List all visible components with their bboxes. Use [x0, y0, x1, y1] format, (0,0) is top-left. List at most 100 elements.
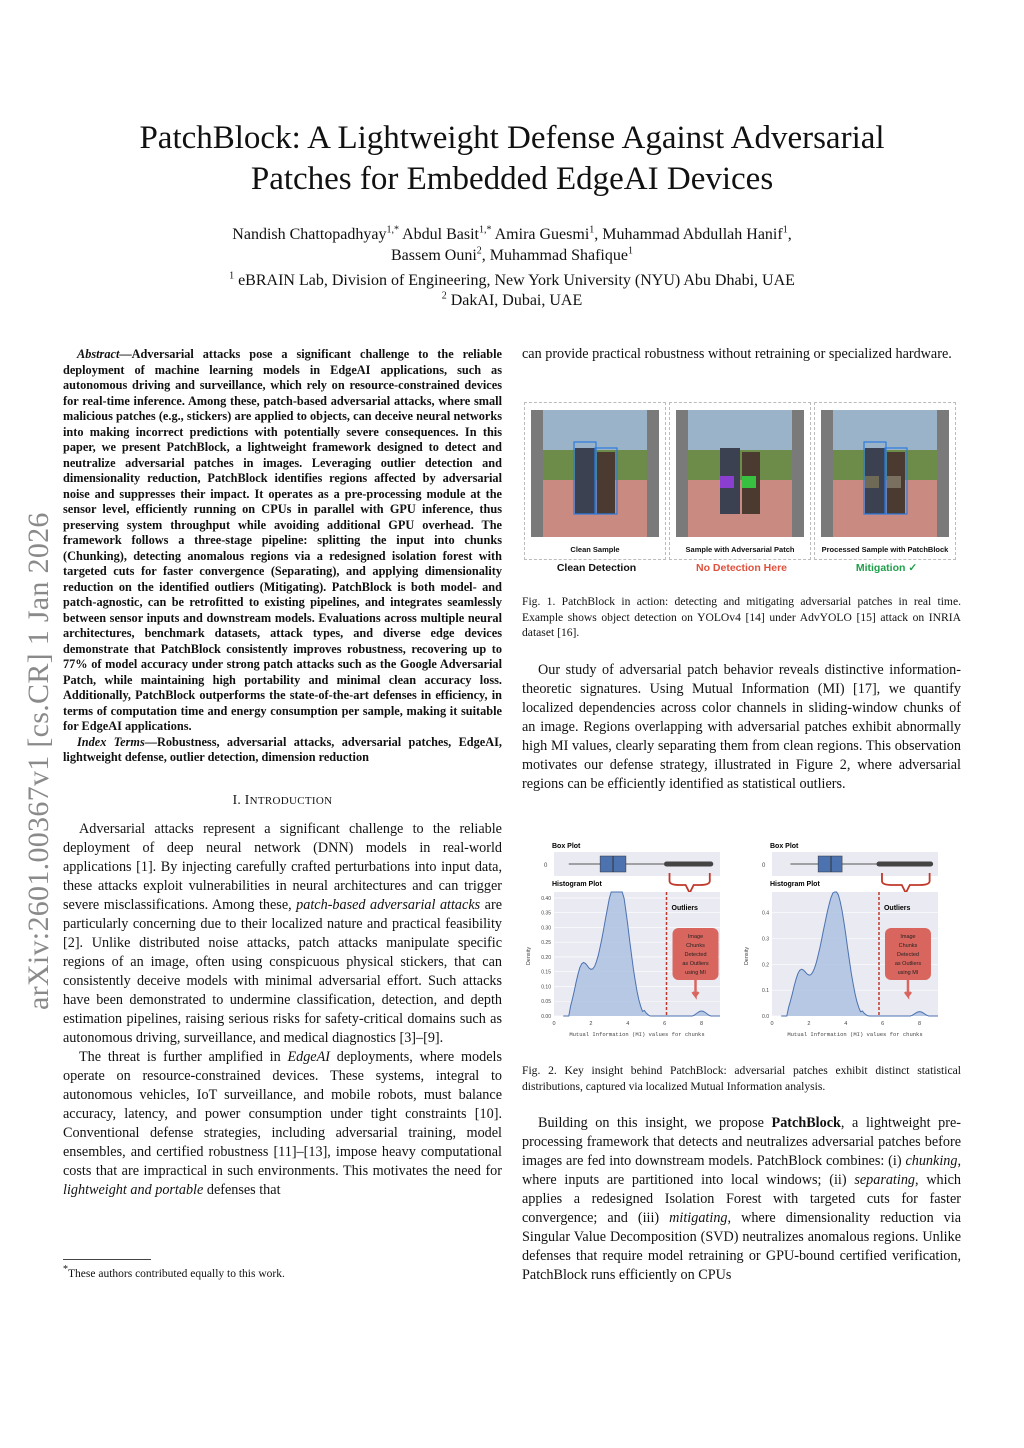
box-iqr — [817, 855, 843, 873]
author: Nandish Chattopadhyay1,* — [232, 224, 399, 243]
author-list: Nandish Chattopadhyay1,* Abdul Basit1,* … — [232, 224, 792, 264]
y-tick-label: 0.1 — [762, 988, 769, 994]
annotation-arrow — [691, 980, 700, 1000]
annotation-text: as Outliers — [682, 961, 709, 967]
paper-title: PatchBlock: A Lightweight Defense Agains… — [0, 118, 1024, 200]
annotation-text: Chunks — [899, 943, 918, 949]
density-curve — [563, 891, 720, 1017]
index-terms: Index Terms—Robustness, adversarial atta… — [63, 734, 502, 765]
text-run: EdgeAI — [287, 1048, 330, 1065]
annotation-text: using MI — [685, 970, 706, 976]
text-run: Adversarial attacks represent a signific… — [63, 820, 502, 913]
y-tick-label: 0.35 — [541, 911, 551, 917]
annotation-text: Chunks — [686, 943, 705, 949]
paragraph: can provide practical robustness without… — [522, 346, 952, 362]
author: Muhammad Abdullah Hanif1 — [602, 224, 788, 243]
histogram-title: Histogram Plot — [552, 881, 602, 888]
affiliation: 1 eBRAIN Lab, Division of Engineering, N… — [229, 270, 795, 289]
clean-sample-image — [531, 410, 659, 537]
x-tick-label: 0 — [552, 1021, 555, 1027]
footnote-rule — [63, 1259, 151, 1260]
box-tick: 0 — [762, 863, 766, 869]
text-run: chunking — [905, 1153, 958, 1169]
y-tick-label: 0.15 — [541, 970, 551, 976]
annotation-text: Image — [688, 934, 703, 940]
figure-panel-processed: Processed Sample with PatchBlock — [814, 402, 956, 560]
x-tick-label: 8 — [918, 1021, 921, 1027]
intro-paragraph: The threat is further amplified in EdgeA… — [63, 1048, 502, 1200]
panel-label: Processed Sample with PatchBlock — [821, 545, 949, 554]
text-run: Building on this insight, we propose — [538, 1115, 772, 1131]
y-tick-label: 0.25 — [541, 940, 551, 946]
annotation-box — [672, 928, 719, 980]
annotation-text: using MI — [898, 970, 919, 976]
abstract: Abstract—Adversarial attacks pose a sign… — [63, 347, 502, 733]
annotation-text: Detected — [685, 952, 707, 958]
text-run: defenses that — [203, 1181, 281, 1198]
text-run: patch-based adversarial attacks — [296, 896, 481, 913]
paragraph: Our study of adversarial patch behavior … — [522, 661, 961, 792]
processed-sample-image — [821, 410, 949, 537]
figure-panel-clean: Clean Sample — [524, 402, 666, 560]
x-axis-label: Mutual Information (MI) values for chunk… — [569, 1031, 704, 1038]
y-axis-label: Density — [744, 947, 750, 966]
histogram-title: Histogram Plot — [770, 881, 820, 888]
text-run: lightweight and portable — [63, 1181, 204, 1198]
x-tick-label: 4 — [626, 1021, 629, 1027]
x-tick-label: 2 — [589, 1021, 592, 1027]
x-tick-label: 6 — [881, 1021, 884, 1027]
panel-label: Sample with Adversarial Patch — [685, 545, 795, 554]
affiliation: 2 DakAI, Dubai, UAE — [441, 290, 583, 309]
title-line: PatchBlock: A Lightweight Defense Agains… — [139, 120, 885, 156]
y-tick-label: 0.05 — [541, 999, 551, 1005]
author: Amira Guesmi1 — [494, 224, 595, 243]
text-run: , a lightweight pre-processing framework… — [522, 1115, 961, 1169]
box-plot-title: Box Plot — [770, 843, 799, 850]
histogram-bars — [563, 892, 720, 1016]
section-heading: I. INTRODUCTION — [232, 791, 333, 807]
right-column-top: can provide practical robustness without… — [522, 345, 961, 364]
annotation-box — [884, 928, 931, 980]
y-tick-label: 0.30 — [541, 925, 551, 931]
x-tick-label: 0 — [770, 1021, 773, 1027]
box-tick: 0 — [544, 863, 548, 869]
result-mitigated: Mitigation ✓ — [855, 562, 918, 574]
left-column: Abstract—Adversarial attacks pose a sign… — [63, 347, 502, 1200]
author: Muhammad Shafique1 — [489, 245, 633, 264]
histogram-bars — [781, 892, 938, 1016]
result-attacked: No Detection Here — [695, 562, 788, 574]
figure-1: Clean Sample Sample with Adversarial Pat… — [524, 402, 960, 578]
text-run: The threat is further amplified in — [79, 1048, 288, 1065]
x-tick-label: 8 — [700, 1021, 703, 1027]
outliers-label: Outliers — [672, 905, 699, 912]
outliers-label: Outliers — [884, 905, 911, 912]
text-run: , where inputs are partitioned into loca… — [522, 1153, 961, 1188]
paragraph: Building on this insight, we propose Pat… — [522, 1114, 961, 1285]
figure-panel-attacked: Sample with Adversarial Patch — [669, 402, 811, 560]
figure-2-caption: Fig. 2. Key insight behind PatchBlock: a… — [522, 1064, 961, 1093]
title-line: Patches for Embedded EdgeAI Devices — [250, 161, 774, 197]
x-axis-label: Mutual Information (MI) values for chunk… — [787, 1031, 922, 1038]
y-tick-label: 0.10 — [541, 984, 551, 990]
y-tick-label: 0.0 — [762, 1014, 769, 1020]
text-run: , which applies a redesigned Isolation F… — [522, 1172, 961, 1226]
text-run: , where dimensionality reduction via Sin… — [522, 1210, 962, 1283]
annotation-text: Detected — [897, 952, 919, 958]
right-column-middle: Fig. 1. PatchBlock in action: detecting … — [522, 594, 961, 794]
x-tick-label: 4 — [844, 1021, 847, 1027]
right-column-bottom: Fig. 2. Key insight behind PatchBlock: a… — [522, 1063, 961, 1285]
panel-label: Clean Sample — [570, 545, 620, 554]
text-run: are particularly concerning due to their… — [63, 896, 502, 1046]
y-tick-label: 0.40 — [541, 896, 551, 902]
y-tick-label: 0.3 — [762, 937, 769, 943]
arxiv-identifier[interactable]: arXiv:2601.00367v1 [cs.CR] 1 Jan 2026 — [22, 512, 55, 1010]
y-tick-label: 0.4 — [762, 911, 769, 917]
y-tick-label: 0.20 — [541, 955, 551, 961]
author: Abdul Basit1,* — [402, 224, 492, 243]
y-axis-label: Density — [526, 947, 532, 966]
annotation-text: Image — [900, 934, 915, 940]
figure-2: Box Plot 0 Histogram Plot 0.00 0.05 0.10 0.15 0… — [524, 838, 964, 1043]
x-tick-label: 2 — [807, 1021, 810, 1027]
affiliations: 1 eBRAIN Lab, Division of Engineering, N… — [0, 271, 1024, 311]
